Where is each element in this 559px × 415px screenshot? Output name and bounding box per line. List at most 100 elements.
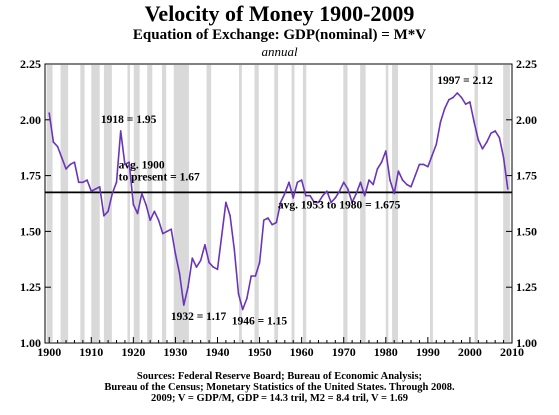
data-point-1973 bbox=[355, 192, 358, 195]
data-point-1980 bbox=[384, 150, 387, 152]
data-point-1995 bbox=[448, 98, 450, 101]
data-point-1984 bbox=[401, 179, 404, 181]
data-point-1972 bbox=[351, 201, 353, 204]
data-point-1927 bbox=[162, 232, 164, 235]
y-tick-label-left-2.00: 2.00 bbox=[20, 113, 41, 127]
data-point-1908 bbox=[82, 181, 84, 184]
data-point-1985 bbox=[406, 183, 408, 186]
data-point-1971 bbox=[347, 188, 349, 190]
x-tick-label-2000: 2000 bbox=[458, 345, 482, 359]
series-layer bbox=[48, 92, 509, 311]
data-point-2000 bbox=[469, 101, 471, 103]
data-point-1901 bbox=[52, 141, 55, 143]
x-tick-label-1940: 1940 bbox=[205, 345, 229, 359]
data-point-1956 bbox=[284, 192, 286, 195]
data-point-1913 bbox=[103, 214, 105, 217]
data-point-1990 bbox=[427, 165, 429, 168]
x-tick-label-1950: 1950 bbox=[248, 345, 272, 359]
data-point-1994 bbox=[443, 107, 446, 110]
data-point-1999 bbox=[464, 103, 467, 105]
data-point-1986 bbox=[410, 185, 412, 188]
data-point-1947 bbox=[246, 297, 248, 300]
data-point-1960 bbox=[300, 179, 303, 181]
x-tick-label-1920: 1920 bbox=[121, 345, 145, 359]
recession-band-0 bbox=[46, 65, 53, 342]
data-point-1963 bbox=[313, 201, 316, 204]
chart-title: Velocity of Money 1900-2009 bbox=[144, 1, 415, 26]
data-point-1906 bbox=[73, 161, 76, 164]
data-point-1929 bbox=[170, 228, 173, 230]
data-point-2005 bbox=[490, 132, 492, 134]
data-point-1925 bbox=[153, 210, 156, 213]
sources-note: Sources: Federal Reserve Board; Bureau o… bbox=[0, 371, 559, 404]
data-point-1935 bbox=[195, 266, 198, 268]
data-point-1974 bbox=[359, 181, 362, 184]
data-point-1918 bbox=[124, 163, 126, 166]
data-point-1993 bbox=[439, 121, 442, 123]
data-point-1969 bbox=[338, 190, 341, 193]
average-line-label-1: to present = 1.67 bbox=[119, 171, 200, 183]
y-tick-label-left-1.25: 1.25 bbox=[20, 280, 41, 294]
data-point-1930 bbox=[174, 252, 177, 255]
recession-band-7 bbox=[147, 65, 153, 342]
recession-band-17 bbox=[360, 65, 366, 342]
source-line-3: 2009; V = GDP/M, GDP = 14.3 tril, M2 = 8… bbox=[150, 393, 409, 404]
data-point-1988 bbox=[418, 163, 421, 166]
x-tick-label-1970: 1970 bbox=[332, 345, 356, 359]
recession-band-22 bbox=[503, 65, 510, 342]
data-point-1912 bbox=[98, 185, 101, 188]
y-tick-label-right-1.50: 1.50 bbox=[516, 224, 537, 238]
recession-band-19 bbox=[392, 65, 398, 342]
recession-band-20 bbox=[429, 65, 433, 342]
y-tick-label-left-1.00: 1.00 bbox=[20, 336, 41, 350]
recession-band-12 bbox=[254, 65, 259, 342]
data-point-2009 bbox=[506, 188, 509, 190]
recession-shading-layer bbox=[46, 65, 510, 342]
data-point-1998 bbox=[460, 96, 463, 99]
recession-band-5 bbox=[127, 65, 130, 342]
data-point-1914 bbox=[107, 210, 109, 213]
data-point-2006 bbox=[494, 130, 496, 132]
x-tick-label-1910: 1910 bbox=[79, 345, 103, 359]
data-point-1944 bbox=[233, 248, 236, 251]
data-point-1978 bbox=[376, 168, 379, 170]
data-point-1932 bbox=[183, 304, 185, 306]
data-point-2002 bbox=[477, 139, 480, 141]
data-point-1941 bbox=[220, 235, 223, 237]
data-point-1920 bbox=[132, 203, 135, 206]
data-point-1921 bbox=[136, 212, 139, 215]
data-point-1924 bbox=[149, 219, 151, 222]
data-point-1903 bbox=[61, 156, 63, 159]
annotation-4: avg. 1953 to 1980 = 1.675 bbox=[278, 199, 401, 211]
y-tick-label-right-1.00: 1.00 bbox=[516, 336, 537, 350]
recession-band-11 bbox=[238, 65, 242, 342]
data-point-1965 bbox=[321, 194, 324, 197]
y-tick-label-right-1.75: 1.75 bbox=[516, 169, 537, 183]
data-point-1992 bbox=[435, 143, 438, 146]
data-point-1964 bbox=[317, 201, 320, 204]
data-point-1991 bbox=[431, 154, 433, 157]
data-point-1950 bbox=[258, 261, 261, 264]
average-line-label-0: avg. 1900 bbox=[119, 159, 165, 171]
data-point-1933 bbox=[187, 286, 189, 289]
recession-band-13 bbox=[274, 65, 279, 342]
data-point-1955 bbox=[279, 201, 282, 204]
y-tick-label-right-2.00: 2.00 bbox=[516, 113, 537, 127]
data-point-1909 bbox=[86, 179, 88, 181]
data-point-2004 bbox=[485, 141, 488, 143]
data-point-1981 bbox=[389, 179, 391, 181]
data-point-1928 bbox=[166, 230, 168, 233]
recession-band-4 bbox=[103, 65, 112, 342]
data-point-1934 bbox=[191, 257, 194, 259]
x-tick-label-1980: 1980 bbox=[374, 345, 398, 359]
data-point-1902 bbox=[56, 145, 59, 148]
data-point-1949 bbox=[254, 275, 257, 277]
data-point-1923 bbox=[145, 203, 147, 206]
source-line-2: Bureau of the Census; Monetary Statistic… bbox=[104, 382, 455, 393]
recession-band-10 bbox=[206, 65, 212, 342]
source-line-1: Sources: Federal Reserve Board; Bureau o… bbox=[136, 371, 423, 382]
recession-band-2 bbox=[80, 65, 85, 342]
plot-frame bbox=[44, 63, 513, 344]
x-tick-label-1960: 1960 bbox=[290, 345, 314, 359]
